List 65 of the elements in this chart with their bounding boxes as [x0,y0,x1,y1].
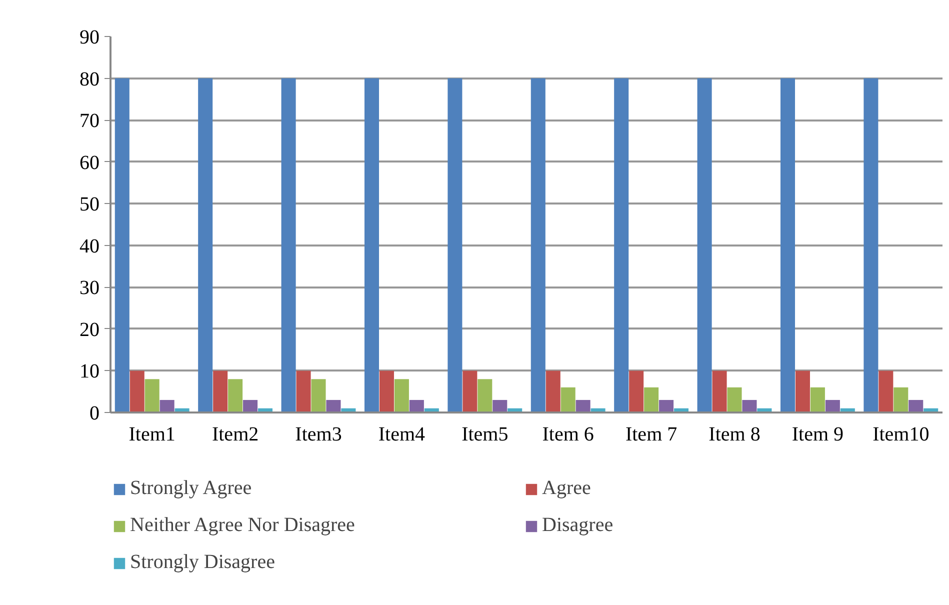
x-tick-label: Item 6 [542,424,594,446]
bar [243,400,258,412]
y-tick-label: 20 [80,318,100,341]
bar [296,370,311,412]
x-tick-label: Item1 [128,424,176,446]
bar [364,78,380,412]
bar [810,387,825,412]
bar [130,370,144,412]
legend-label: Strongly Agree [130,477,253,500]
bar [462,370,478,412]
x-tick-label: Item3 [295,424,342,446]
legend-label: Strongly Disagree [130,551,276,574]
x-tick-label: Item 7 [625,424,678,446]
y-tick-label: 30 [80,277,100,300]
legend-label: Agree [542,477,592,500]
x-tick-label: Item 8 [708,424,760,446]
y-tick-label: 0 [90,402,100,424]
bar [326,400,341,412]
bar [780,78,796,412]
bar [394,379,409,412]
bar [659,400,674,412]
bar [742,400,757,412]
bar [198,78,213,412]
y-tick-label: 90 [80,26,100,48]
bar [228,379,243,412]
bar [144,379,160,412]
x-tick-label: Item5 [462,424,508,446]
bar [727,387,742,412]
y-tick-label: 40 [80,235,100,258]
y-tick-label: 10 [80,360,100,383]
y-tick-label: 50 [80,194,100,216]
x-tick-label: Item2 [212,424,259,446]
bar [894,387,908,412]
bar [160,400,174,412]
bar [379,370,394,412]
y-tick-label: 80 [80,68,100,90]
bar [560,387,576,412]
bar [409,400,424,412]
bar [576,400,590,412]
bar [478,379,492,412]
bar [114,78,130,412]
x-tick-label: Item 9 [792,424,844,446]
bar [281,78,296,412]
x-tick-label: Item10 [872,424,930,446]
legend-label: Neither Agree Nor Disagree [130,514,356,537]
bar [697,78,712,412]
bar [213,370,228,412]
bar [878,370,894,412]
bar [712,370,727,412]
bar [644,387,659,412]
bar [908,400,924,412]
bar [311,379,326,412]
y-tick-label: 70 [80,110,100,132]
bar [629,370,644,412]
bar [546,370,560,412]
x-tick-label: Item4 [378,424,426,446]
bar [530,78,546,412]
bar [825,400,840,412]
bar [614,78,629,412]
bar [492,400,508,412]
legend-label: Disagree [542,514,614,537]
bar [448,78,462,412]
bar [864,78,878,412]
y-tick-label: 60 [80,152,100,174]
bar [795,370,810,412]
